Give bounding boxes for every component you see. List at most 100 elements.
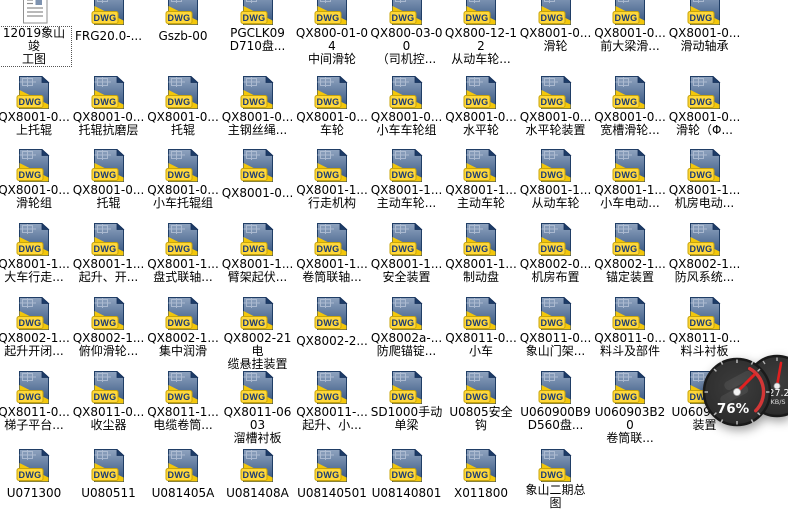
- file-label: QX8011-0... 象山门架...: [519, 331, 592, 358]
- file-item[interactable]: DWG U081405A: [146, 449, 220, 501]
- file-item[interactable]: DWG QX8001-0... 小车托辊组: [146, 149, 220, 211]
- file-item[interactable]: DWG QX8011-0... 象山门架...: [519, 297, 593, 359]
- file-label: QX8001-0... 水平轮: [445, 110, 517, 137]
- file-item[interactable]: DWG QX8001-1... 盘式联轴...: [146, 223, 220, 285]
- dwg-badge-text: DWG: [93, 470, 116, 480]
- file-item[interactable]: DWG U08140501: [295, 449, 369, 501]
- file-item[interactable]: DWG QX8002-2...: [295, 297, 369, 349]
- file-label: QX8011-0... 小车: [445, 331, 517, 358]
- file-item[interactable]: DWG QX8001-1... 主动车轮: [444, 149, 518, 211]
- file-item[interactable]: DWG QX8011-0... 料斗衬板: [668, 297, 742, 359]
- dwg-file-icon: DWG: [444, 149, 518, 182]
- file-item[interactable]: DWG QX8011-1... 电缆卷筒...: [146, 371, 220, 433]
- file-item[interactable]: DWG QX8001-1... 安全装置: [370, 223, 444, 285]
- file-item[interactable]: DWG QX800-12-12 从动车轮...: [444, 0, 518, 67]
- file-item[interactable]: DWG QX8001-0... 上托辊: [0, 76, 71, 138]
- file-item[interactable]: DWG QX8001-1... 主动车轮...: [370, 149, 444, 211]
- file-item[interactable]: DWG QX8002-1... 起升开闭...: [0, 297, 71, 359]
- file-item[interactable]: DWG QX8011-0... 料斗及部件: [593, 297, 667, 359]
- file-item[interactable]: DWG U060903B20 卷筒联...: [593, 371, 667, 446]
- dwg-badge-text: DWG: [19, 244, 42, 254]
- dwg-badge-text: DWG: [242, 97, 265, 107]
- network-monitor-widget[interactable]: 27.2 KB/S 76%: [683, 350, 788, 450]
- file-item[interactable]: DWG Gszb-00: [146, 0, 220, 44]
- file-label: QX8001-1... 起升、开...: [72, 257, 145, 284]
- file-item[interactable]: DWG QX800-03-00 （司机控...: [370, 0, 444, 67]
- file-label: QX8001-1... 主动车轮...: [370, 183, 443, 210]
- file-item[interactable]: DWG QX8001-0... 滑轮: [519, 0, 593, 54]
- dwg-badge-text: DWG: [466, 97, 489, 107]
- dwg-badge-text: DWG: [466, 318, 489, 328]
- file-label: QX8001-0... 托辊: [147, 110, 219, 137]
- file-item[interactable]: DWG QX8001-0... 托辊: [146, 76, 220, 138]
- dwg-badge-text: DWG: [689, 244, 712, 254]
- file-item[interactable]: DWG QX8011-0... 梯子平台...: [0, 371, 71, 433]
- file-item[interactable]: DWG QX800-01-04 中间滑轮: [295, 0, 369, 67]
- file-item[interactable]: DWG QX8001-0... 滑轮组: [0, 149, 71, 211]
- dwg-badge-text: DWG: [689, 170, 712, 180]
- dwg-badge-text: DWG: [242, 170, 265, 180]
- file-item[interactable]: DWG QX8001-1... 卷筒联轴...: [295, 223, 369, 285]
- file-item[interactable]: DWG QX8001-0... 水平轮: [444, 76, 518, 138]
- file-item[interactable]: DWG QX8011-0... 收尘器: [72, 371, 146, 433]
- file-item[interactable]: DWG QX8001-1... 小车电动...: [593, 149, 667, 211]
- file-item[interactable]: DWG QX8001-0... 小车车轮组: [370, 76, 444, 138]
- file-item[interactable]: DWG QX8001-1... 机房电动...: [668, 149, 742, 211]
- file-item[interactable]: DWG QX8002-1... 锚定装置: [593, 223, 667, 285]
- file-item[interactable]: DWG U0805安全钩: [444, 371, 518, 433]
- file-item[interactable]: DWG 12019象山竣 工图: [0, 0, 72, 67]
- dwg-badge-text: DWG: [615, 244, 638, 254]
- file-label: QX8001-0... 小车托辊组: [147, 183, 219, 210]
- file-item[interactable]: DWG U080511: [72, 449, 146, 501]
- file-item[interactable]: DWG QX80011-... 起升、小...: [295, 371, 369, 433]
- dwg-file-icon: DWG: [0, 223, 71, 256]
- file-item[interactable]: DWG PGCLK09 D710盘...: [221, 0, 295, 54]
- file-item[interactable]: DWG QX8002-0... 机房布置: [519, 223, 593, 285]
- file-item[interactable]: DWG QX8001-0... 宽槽滑轮...: [593, 76, 667, 138]
- file-item[interactable]: DWG QX8001-1... 行走机构: [295, 149, 369, 211]
- file-item[interactable]: DWG QX8001-1... 制动盘: [444, 223, 518, 285]
- file-item[interactable]: DWG QX8001-1... 臂架起伏...: [221, 223, 295, 285]
- file-item[interactable]: DWG QX8001-0... 水平轮装置: [519, 76, 593, 138]
- dwg-badge-text: DWG: [391, 318, 414, 328]
- file-item[interactable]: DWG QX8002a-... 防爬锚锭...: [370, 297, 444, 359]
- dwg-badge-text: DWG: [391, 97, 414, 107]
- file-item[interactable]: DWG QX8002-1... 集中润滑: [146, 297, 220, 359]
- file-item[interactable]: DWG QX8002-1... 俯仰滑轮...: [72, 297, 146, 359]
- file-item[interactable]: DWG QX8001-0... 托辊抗磨层: [72, 76, 146, 138]
- file-item[interactable]: DWG QX8001-0... 车轮: [295, 76, 369, 138]
- file-item[interactable]: DWG QX8001-0... 托辊: [72, 149, 146, 211]
- dwg-file-icon: DWG: [146, 76, 220, 109]
- file-item[interactable]: DWG SD1000手动 单梁: [370, 371, 444, 433]
- file-item[interactable]: DWG QX8001-0... 滑动轴承: [668, 0, 742, 54]
- dwg-file-icon: DWG: [370, 223, 444, 256]
- file-item[interactable]: DWG QX8001-0...: [221, 149, 295, 201]
- file-label: QX800-03-00 （司机控...: [370, 26, 443, 66]
- file-item[interactable]: DWG U08140801: [370, 449, 444, 501]
- file-item[interactable]: DWG QX8001-1... 从动车轮: [519, 149, 593, 211]
- file-item[interactable]: DWG QX8001-1... 起升、开...: [72, 223, 146, 285]
- file-item[interactable]: DWG FRG20.0-...: [72, 0, 146, 44]
- file-item[interactable]: DWG U060900B9 D560盘...: [519, 371, 593, 433]
- file-item[interactable]: DWG U081408A: [221, 449, 295, 501]
- file-label: QX8001-0... 上托辊: [0, 110, 70, 137]
- file-item[interactable]: DWG QX8011-0... 小车: [444, 297, 518, 359]
- dwg-file-icon: DWG: [0, 149, 71, 182]
- file-item[interactable]: DWG QX8001-0... 滑轮（Φ...: [668, 76, 742, 138]
- file-label: QX8002-1... 锚定装置: [594, 257, 666, 284]
- file-label: QX8011-0... 收尘器: [72, 405, 145, 432]
- file-item[interactable]: DWG QX8002-1... 防风系统...: [668, 223, 742, 285]
- dwg-file-icon: DWG: [519, 0, 593, 25]
- file-item[interactable]: DWG QX8001-0... 主钢丝绳...: [221, 76, 295, 138]
- file-item[interactable]: DWG 象山二期总 图: [519, 449, 593, 511]
- file-item[interactable]: DWG X011800: [444, 449, 518, 501]
- file-item[interactable]: DWG U071300: [0, 449, 71, 501]
- file-item[interactable]: DWG QX8011-0603 溜槽衬板: [221, 371, 295, 446]
- dwg-badge-text: DWG: [93, 170, 116, 180]
- file-label: QX8001-0... 托辊抗磨层: [72, 110, 145, 137]
- file-item[interactable]: DWG QX8001-0... 前大梁滑...: [593, 0, 667, 54]
- dwg-badge-text: DWG: [540, 244, 563, 254]
- file-label: QX8001-0... 托辊: [72, 183, 145, 210]
- file-item[interactable]: DWG QX8001-1... 大车行走...: [0, 223, 71, 285]
- file-item[interactable]: DWG QX8002-21电 缆悬挂装置: [221, 297, 295, 372]
